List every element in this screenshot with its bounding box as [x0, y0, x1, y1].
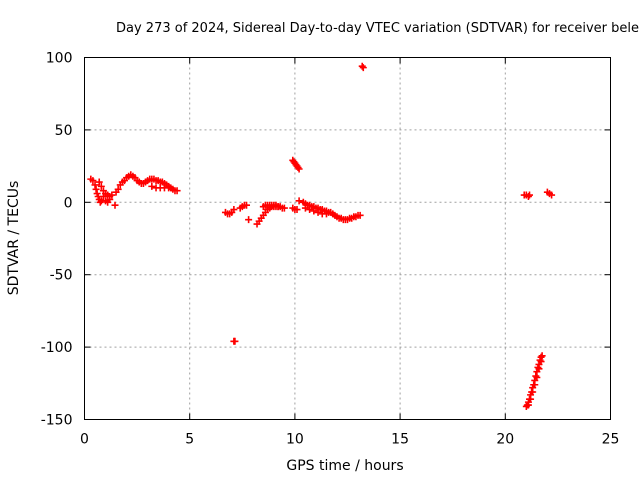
- data-point: [538, 352, 546, 360]
- data-point: [532, 372, 540, 380]
- chart-title: Day 273 of 2024, Sidereal Day-to-day VTE…: [116, 21, 639, 36]
- data-point: [527, 395, 535, 403]
- data-point: [165, 184, 173, 192]
- y-tick-label: 50: [55, 123, 73, 139]
- data-point: [359, 64, 367, 72]
- data-point: [95, 178, 103, 186]
- data-point: [243, 201, 251, 209]
- data-point: [148, 182, 156, 190]
- data-point: [524, 401, 532, 409]
- data-point: [548, 191, 556, 199]
- data-point: [294, 164, 302, 172]
- axis-ticks: 0 5 10 15 20 25 -150 -100 -50 0 50 100: [41, 51, 620, 448]
- data-point: [533, 374, 541, 382]
- data-point: [91, 181, 99, 189]
- data-point: [114, 185, 122, 193]
- y-tick-label: -50: [50, 268, 73, 284]
- data-point: [280, 204, 288, 212]
- data-point: [108, 191, 116, 199]
- data-point: [89, 177, 97, 185]
- y-tick-label: 100: [46, 51, 73, 67]
- data-point: [295, 165, 303, 173]
- x-tick-label: 5: [185, 432, 194, 448]
- data-point: [529, 388, 537, 396]
- data-point: [524, 193, 532, 201]
- x-tick-label: 10: [286, 432, 304, 448]
- data-point: [274, 203, 282, 211]
- data-points: [87, 62, 556, 410]
- data-point: [306, 206, 314, 214]
- x-axis-label: GPS time / hours: [286, 458, 403, 474]
- plot-frame: [84, 57, 611, 420]
- data-point: [293, 206, 301, 214]
- y-tick-label: 0: [64, 195, 73, 211]
- data-point: [111, 201, 119, 209]
- data-point: [322, 210, 330, 218]
- data-point: [96, 198, 104, 206]
- data-point: [531, 381, 539, 389]
- y-tick-label: -100: [41, 340, 73, 356]
- data-point: [97, 182, 105, 190]
- data-point: [245, 216, 253, 224]
- data-point: [295, 197, 303, 205]
- y-axis-label: SDTVAR / TECUs: [6, 181, 22, 296]
- x-tick-label: 15: [391, 432, 409, 448]
- x-tick-label: 25: [602, 432, 620, 448]
- data-point: [231, 337, 239, 345]
- data-point: [525, 191, 533, 199]
- data-point: [537, 358, 545, 366]
- y-tick-label: -150: [41, 413, 73, 429]
- data-point: [535, 365, 543, 373]
- x-tick-label: 0: [80, 432, 89, 448]
- data-point: [358, 62, 366, 70]
- data-point: [301, 204, 309, 212]
- data-point: [314, 208, 322, 216]
- data-point: [310, 207, 318, 215]
- data-point: [230, 206, 238, 214]
- grid: [84, 57, 611, 420]
- data-point: [173, 187, 181, 195]
- data-point: [356, 211, 364, 219]
- data-point: [92, 185, 100, 193]
- x-tick-label: 20: [496, 432, 514, 448]
